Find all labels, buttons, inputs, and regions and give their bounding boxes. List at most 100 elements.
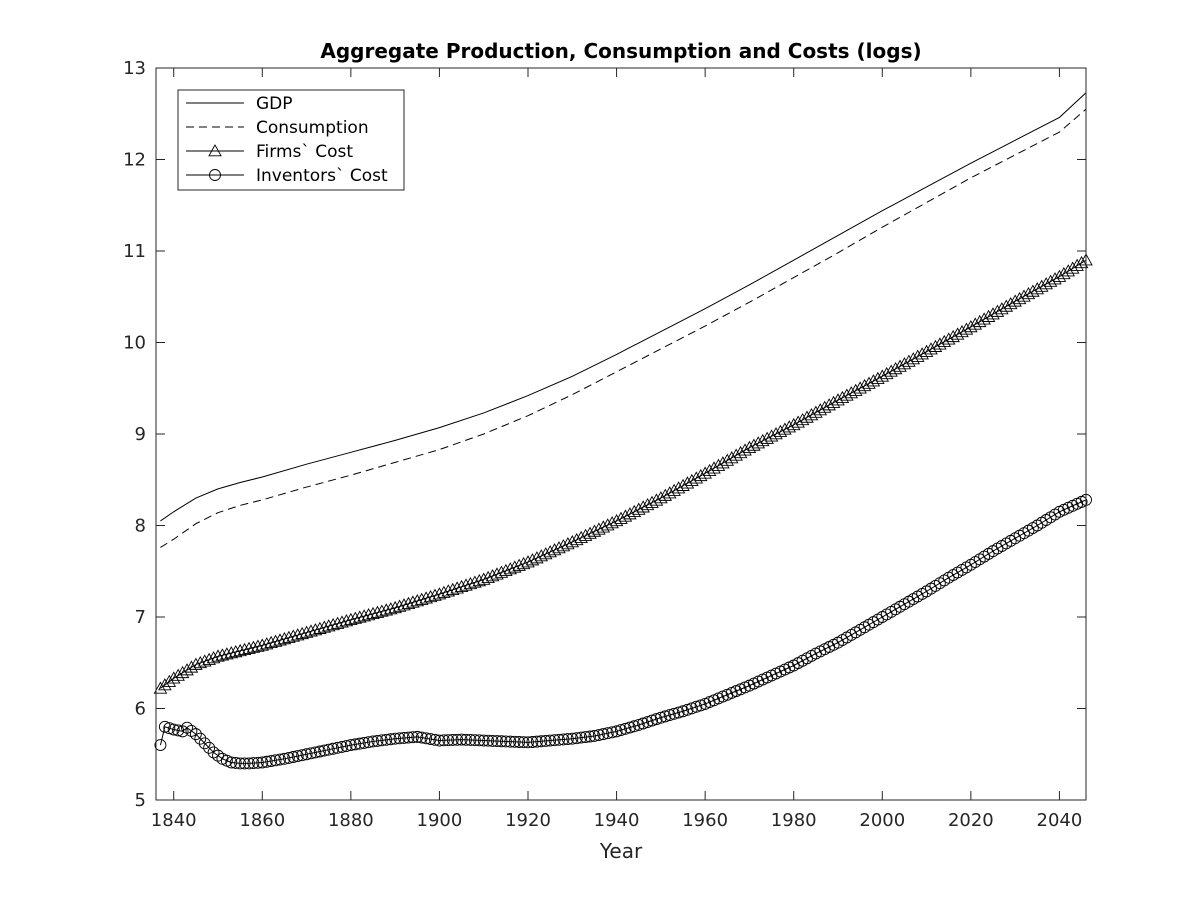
- data-point: [335, 615, 349, 628]
- x-tick-label: 1840: [151, 810, 197, 831]
- legend-marker: [208, 144, 222, 157]
- data-point: [615, 724, 627, 737]
- data-point: [176, 725, 189, 738]
- data-point: [516, 556, 531, 570]
- data-point: [379, 603, 394, 616]
- data-point: [313, 745, 326, 758]
- data-point: [282, 630, 296, 643]
- legend-label: Inventors` Cost: [256, 166, 388, 186]
- data-point: [477, 734, 490, 747]
- data-point: [255, 638, 270, 651]
- data-point: [220, 647, 234, 660]
- data-point: [414, 592, 429, 605]
- data-point: [299, 625, 314, 638]
- data-point: [450, 581, 464, 594]
- data-point: [575, 731, 588, 744]
- data-point: [530, 551, 544, 564]
- data-point: [406, 731, 419, 744]
- data-point: [215, 648, 230, 661]
- data-point: [243, 757, 255, 770]
- data-point: [601, 727, 614, 740]
- data-point: [566, 732, 579, 745]
- data-point: [619, 722, 632, 735]
- data-point: [556, 539, 571, 552]
- data-point: [197, 654, 212, 667]
- data-point: [415, 731, 428, 744]
- data-point: [358, 736, 371, 749]
- legend-label: Firms` Cost: [256, 142, 353, 162]
- y-tick-label: 5: [135, 790, 146, 811]
- data-point: [247, 757, 260, 770]
- data-point: [290, 628, 305, 641]
- data-point: [287, 751, 300, 763]
- data-point: [428, 588, 442, 601]
- data-point: [525, 553, 540, 566]
- data-point: [433, 734, 446, 747]
- data-point: [446, 734, 459, 746]
- data-point: [592, 522, 606, 535]
- x-tick-label: 1980: [771, 810, 817, 831]
- legend-marker: [209, 169, 221, 181]
- data-point: [539, 734, 552, 747]
- data-point: [685, 702, 698, 715]
- x-tick-label: 1940: [594, 810, 640, 831]
- data-point: [264, 635, 278, 649]
- data-point: [362, 736, 375, 749]
- data-point: [207, 746, 220, 759]
- data-point: [277, 632, 292, 645]
- series-markers: [153, 253, 1093, 694]
- data-point: [158, 678, 172, 691]
- y-tick-label: 12: [123, 150, 146, 171]
- data-point: [463, 576, 478, 590]
- data-point: [406, 595, 420, 608]
- data-point: [189, 657, 203, 670]
- data-point: [203, 741, 216, 754]
- data-point: [600, 518, 615, 531]
- chart-title: Aggregate Production, Consumption and Co…: [320, 39, 921, 63]
- data-point: [211, 649, 225, 662]
- series-2: [153, 253, 1093, 694]
- data-point: [296, 749, 309, 762]
- data-point: [304, 624, 318, 637]
- y-tick-label: 11: [123, 241, 146, 262]
- data-point: [336, 740, 348, 753]
- data-point: [331, 741, 344, 754]
- data-point: [172, 724, 185, 737]
- data-point: [189, 728, 202, 741]
- data-point: [318, 744, 331, 757]
- data-point: [596, 520, 611, 533]
- data-point: [238, 757, 251, 770]
- data-point: [451, 733, 464, 746]
- data-point: [468, 734, 481, 747]
- data-point: [352, 610, 367, 623]
- data-point: [561, 733, 574, 746]
- data-point: [690, 700, 703, 713]
- data-point: [486, 734, 499, 747]
- data-point: [348, 611, 363, 624]
- data-point: [167, 723, 180, 736]
- data-point: [521, 555, 535, 568]
- data-point: [309, 746, 322, 759]
- data-point: [198, 737, 211, 750]
- data-point: [455, 733, 468, 746]
- data-point: [429, 733, 441, 746]
- data-point: [300, 748, 313, 761]
- data-point: [344, 739, 357, 752]
- data-point: [659, 710, 672, 723]
- data-point: [393, 732, 406, 745]
- data-point: [212, 749, 224, 762]
- data-point: [367, 735, 379, 748]
- data-point: [370, 605, 385, 618]
- data-point: [507, 560, 522, 573]
- data-point: [317, 620, 332, 633]
- data-point: [473, 734, 486, 747]
- data-point: [663, 709, 676, 722]
- data-point: [380, 733, 393, 746]
- data-point: [437, 585, 451, 598]
- data-point: [260, 755, 273, 768]
- data-point: [587, 524, 602, 537]
- data-point: [468, 575, 482, 588]
- data-point: [553, 733, 565, 746]
